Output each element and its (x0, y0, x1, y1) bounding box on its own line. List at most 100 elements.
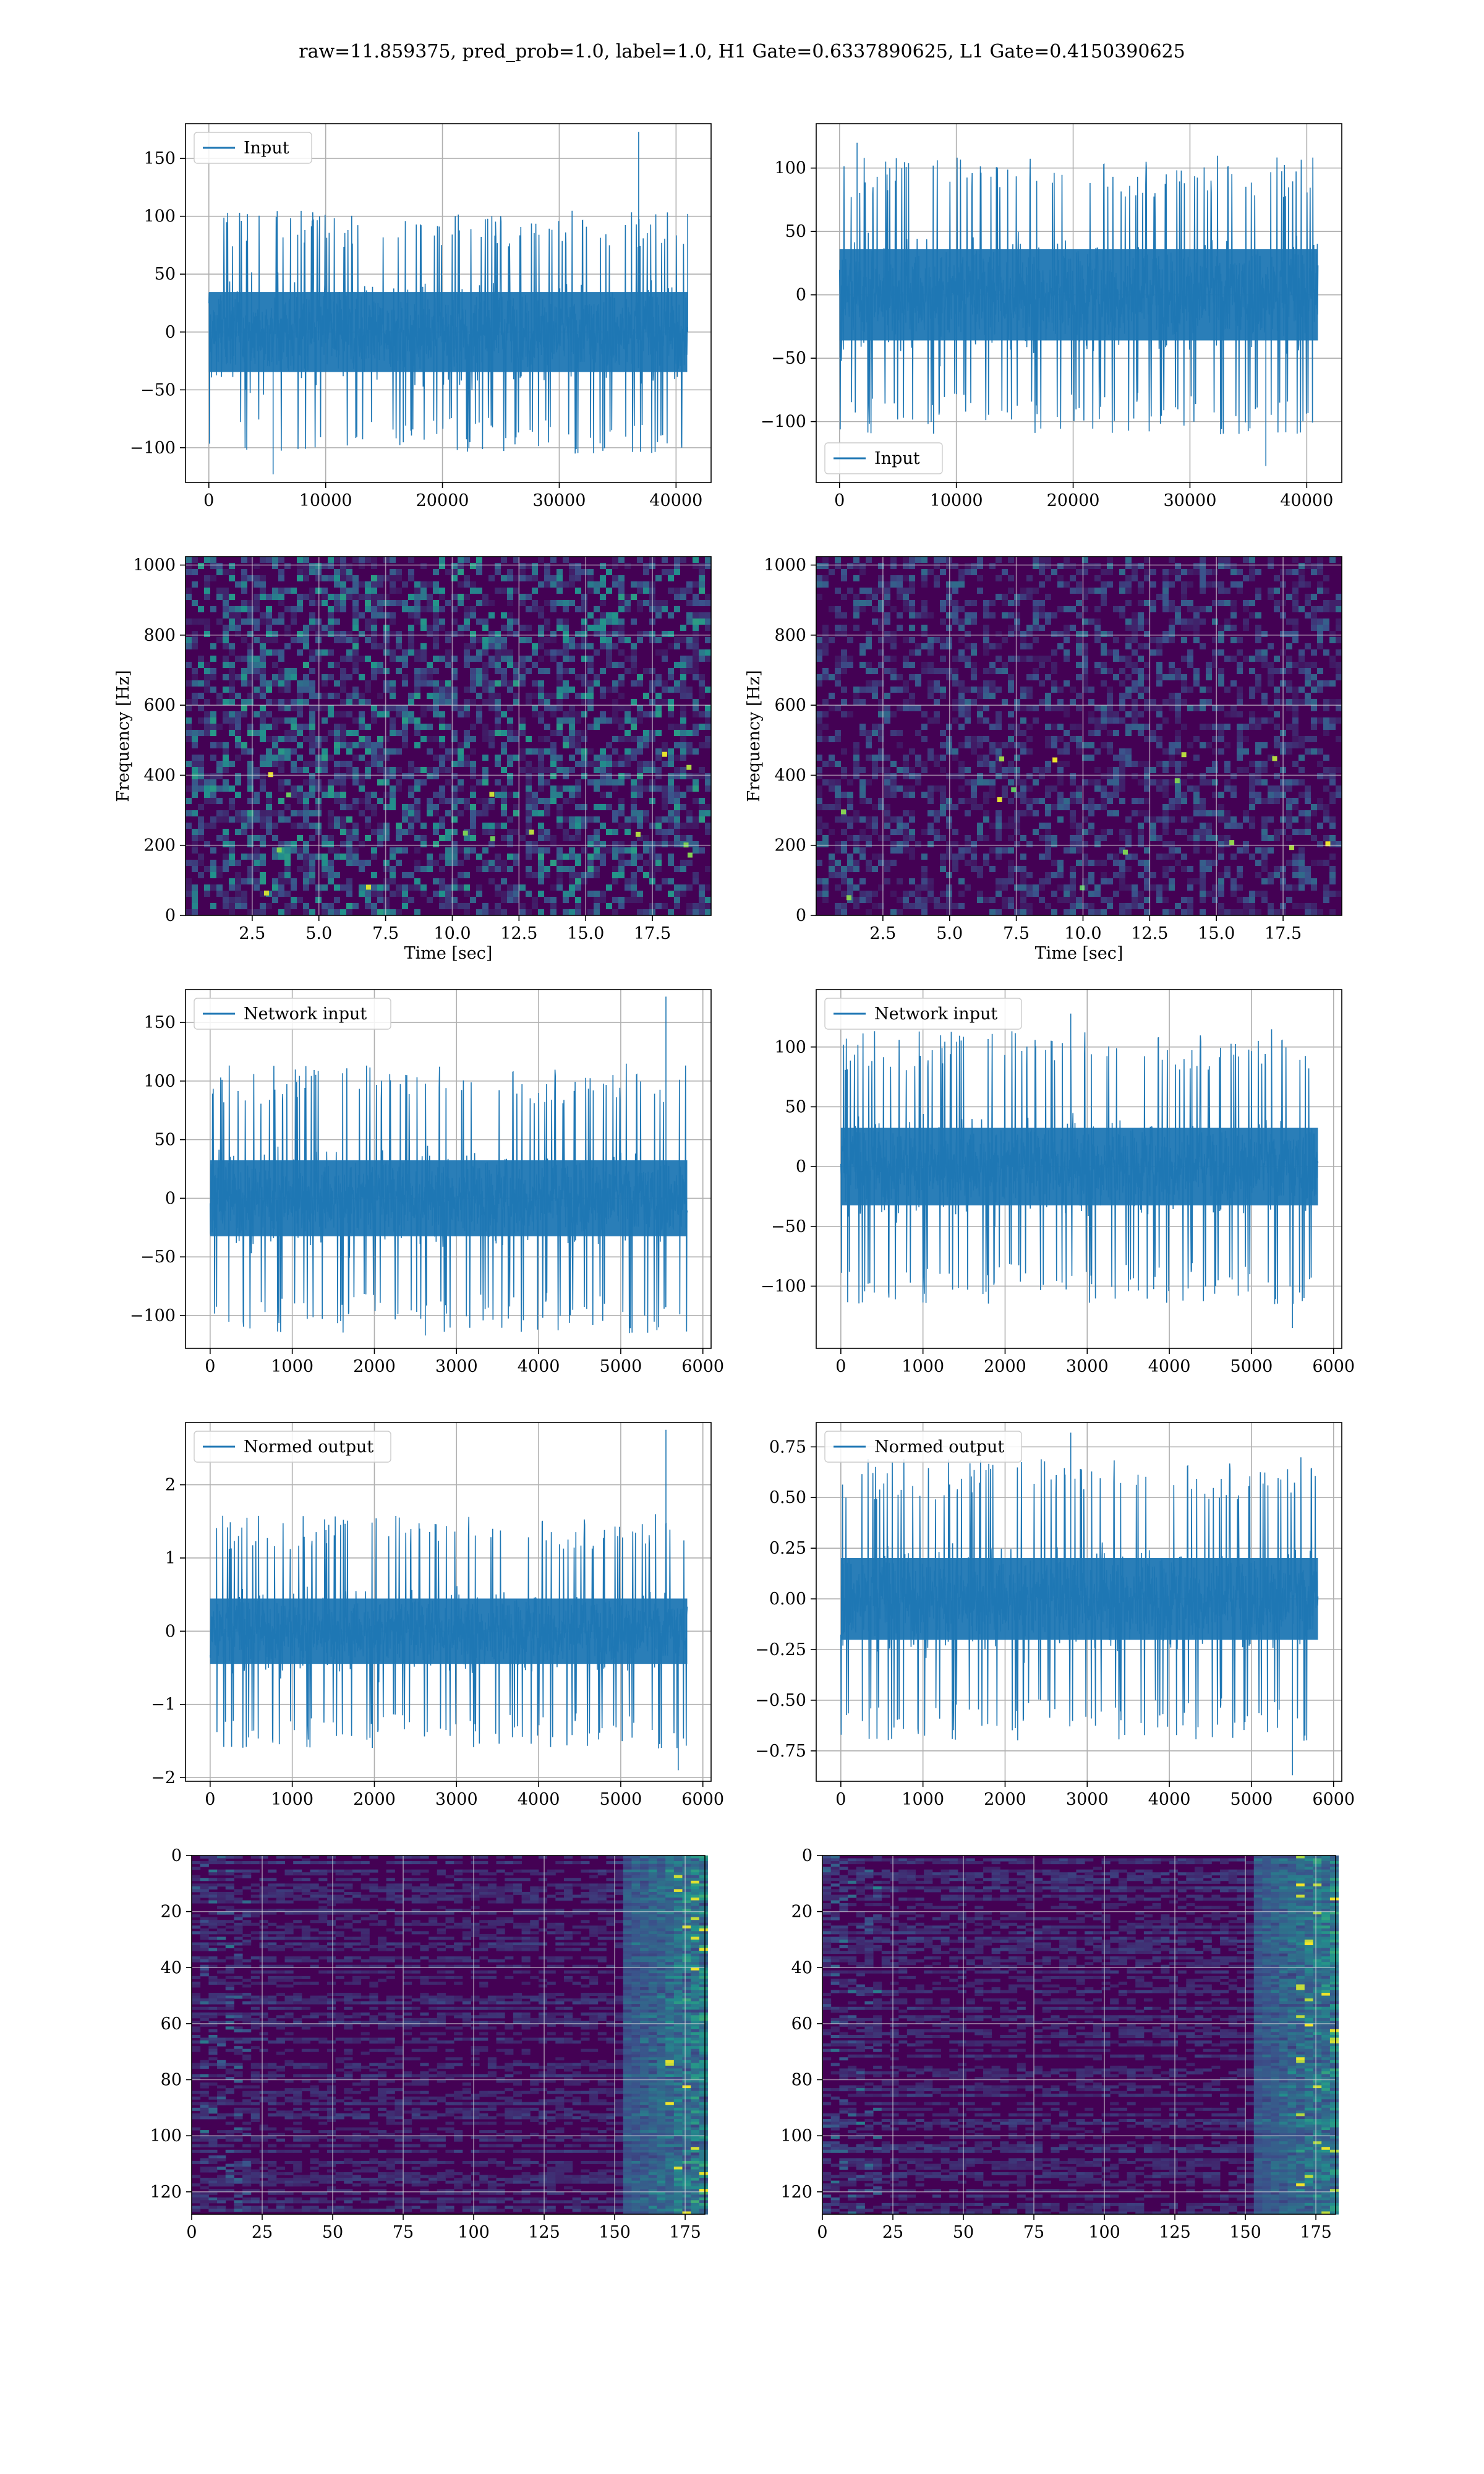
heatmap-cell (1101, 643, 1107, 649)
heatmap-cell (266, 736, 272, 742)
heatmap-cell (1138, 872, 1144, 878)
heatmap-cell (1181, 588, 1187, 594)
heatmap-cell (198, 779, 204, 785)
heatmap-cell (260, 674, 266, 680)
heatmap-cell (841, 748, 847, 755)
heatmap-cell (464, 891, 470, 897)
heatmap-cell (686, 903, 693, 909)
heatmap-cell (1162, 748, 1169, 755)
heatmap-cell (1088, 891, 1094, 897)
heatmap-cell (451, 841, 458, 847)
heatmap-cell (1039, 600, 1045, 606)
heatmap-cell (488, 662, 495, 668)
heatmap-cell (693, 612, 699, 618)
heatmap-cell (229, 804, 235, 810)
heatmap-cell (699, 649, 705, 656)
heatmap-cell (229, 798, 235, 804)
heatmap-cell (1088, 810, 1094, 816)
heatmap-cell (346, 854, 352, 860)
heatmap-cell (686, 773, 693, 779)
heatmap-cell (1311, 717, 1317, 724)
heatmap-cell (1292, 557, 1298, 563)
heatmap-cell (1175, 798, 1181, 804)
series-core-band (840, 1128, 1318, 1205)
heatmap-cell (346, 594, 352, 600)
heatmap-cell (693, 909, 699, 915)
heatmap-cell (223, 594, 229, 600)
heatmap-cell (328, 792, 334, 798)
heatmap-cell (822, 823, 829, 829)
heatmap-cell (519, 755, 526, 761)
heatmap-cell (192, 631, 198, 637)
heatmap-cell (612, 563, 618, 569)
heatmap-cell (884, 785, 890, 792)
heatmap-cell (334, 767, 340, 773)
heatmap-cell (1039, 606, 1045, 612)
heatmap-cell (371, 625, 377, 631)
heatmap-cell (210, 711, 216, 717)
heatmap-cell (1298, 810, 1305, 816)
heatmap-cell (1329, 878, 1336, 884)
heatmap-cell (643, 588, 649, 594)
heatmap-cell (303, 680, 309, 687)
heatmap-cell (1175, 606, 1181, 612)
y-tick-label: 0 (165, 1189, 176, 1208)
heatmap-cell (575, 872, 581, 878)
heatmap-cell (841, 872, 847, 878)
heatmap-cell (1218, 854, 1224, 860)
heatmap-cell (445, 748, 451, 755)
heatmap-cell (618, 662, 625, 668)
heatmap-cell (890, 761, 897, 767)
heatmap-cell (1094, 625, 1101, 631)
heatmap-cell (192, 891, 198, 897)
heatmap-cell (674, 866, 680, 872)
heatmap-cell (872, 767, 878, 773)
heatmap-cell (519, 625, 526, 631)
heatmap-cell (631, 581, 637, 588)
heatmap-cell (482, 767, 488, 773)
heatmap-cell (266, 612, 272, 618)
heatmap-cell (575, 804, 581, 810)
heatmap-cell (1045, 841, 1051, 847)
heatmap-cell (1088, 878, 1094, 884)
heatmap-cell (927, 823, 934, 829)
heatmap-cell (822, 779, 829, 785)
heatmap-cell (1323, 897, 1329, 903)
heatmap-cell (1014, 841, 1020, 847)
heatmap-cell (390, 792, 396, 798)
heatmap-cell (1261, 854, 1268, 860)
heatmap-cell (996, 687, 1002, 693)
heatmap-cell (328, 878, 334, 884)
heatmap-cell (996, 557, 1002, 563)
heatmap-cell (853, 600, 859, 606)
heatmap-cell (408, 773, 414, 779)
y-tick-label: 50 (155, 265, 176, 284)
heatmap-cell (859, 792, 866, 798)
heatmap-cell (952, 866, 958, 872)
heatmap-cell (1125, 909, 1132, 915)
heatmap-cell (204, 792, 210, 798)
heatmap-cell (297, 569, 303, 575)
heatmap-cell (216, 872, 223, 878)
heatmap-cell (204, 557, 210, 563)
heatmap-cell (822, 563, 829, 569)
heatmap-cell (334, 872, 340, 878)
heatmap-cell (1169, 866, 1175, 872)
heatmap-cell (198, 854, 204, 860)
heatmap-cell (927, 798, 934, 804)
heatmap-cell (587, 724, 594, 730)
heatmap-cell (223, 866, 229, 872)
heatmap-cell (513, 755, 519, 761)
heatmap-cell (488, 742, 495, 748)
axes-frame (816, 556, 1342, 916)
heatmap-cell (606, 717, 612, 724)
heatmap-cell (1212, 569, 1218, 575)
heatmap-cell (544, 847, 550, 854)
heatmap-cell (254, 866, 260, 872)
heatmap-cell (1230, 705, 1237, 711)
heatmap-cell (1305, 792, 1311, 798)
heatmap-cell (841, 816, 847, 823)
heatmap-cell (408, 575, 414, 581)
heatmap-cell (884, 581, 890, 588)
heatmap-cell (1033, 557, 1039, 563)
